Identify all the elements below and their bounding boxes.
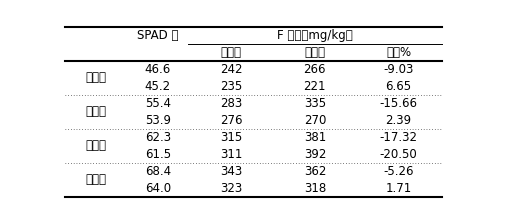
Text: 计算値: 计算値	[220, 46, 242, 59]
Text: 335: 335	[304, 97, 326, 110]
Text: 53.9: 53.9	[145, 114, 171, 127]
Text: 381: 381	[304, 131, 326, 144]
Text: 61.5: 61.5	[145, 148, 171, 161]
Text: 第三叶: 第三叶	[85, 71, 107, 84]
Text: 283: 283	[220, 97, 242, 110]
Text: 64.0: 64.0	[145, 182, 171, 195]
Text: 6.65: 6.65	[386, 80, 412, 93]
Text: 242: 242	[220, 63, 242, 76]
Text: 1.71: 1.71	[385, 182, 412, 195]
Text: 270: 270	[304, 114, 326, 127]
Text: 311: 311	[220, 148, 242, 161]
Text: 第四叶: 第四叶	[85, 105, 107, 118]
Text: -9.03: -9.03	[383, 63, 414, 76]
Text: 318: 318	[304, 182, 326, 195]
Text: 第五叶: 第五叶	[85, 139, 107, 152]
Text: 实际値: 实际値	[304, 46, 326, 59]
Text: 55.4: 55.4	[145, 97, 171, 110]
Text: 68.4: 68.4	[145, 165, 171, 178]
Text: SPAD 値: SPAD 値	[137, 29, 178, 42]
Text: 2.39: 2.39	[386, 114, 412, 127]
Text: 62.3: 62.3	[145, 131, 171, 144]
Text: 362: 362	[304, 165, 326, 178]
Text: 第六叶: 第六叶	[85, 173, 107, 186]
Text: 266: 266	[304, 63, 326, 76]
Text: 276: 276	[220, 114, 242, 127]
Text: 315: 315	[220, 131, 242, 144]
Text: 323: 323	[220, 182, 242, 195]
Text: 235: 235	[220, 80, 242, 93]
Text: F 含量（mg/kg）: F 含量（mg/kg）	[277, 29, 353, 42]
Text: -20.50: -20.50	[380, 148, 418, 161]
Text: 392: 392	[304, 148, 326, 161]
Text: -5.26: -5.26	[383, 165, 414, 178]
Text: 221: 221	[304, 80, 326, 93]
Text: 46.6: 46.6	[145, 63, 171, 76]
Text: -15.66: -15.66	[380, 97, 418, 110]
Text: 45.2: 45.2	[145, 80, 171, 93]
Text: 343: 343	[220, 165, 242, 178]
Text: 差异%: 差异%	[386, 46, 411, 59]
Text: -17.32: -17.32	[380, 131, 418, 144]
